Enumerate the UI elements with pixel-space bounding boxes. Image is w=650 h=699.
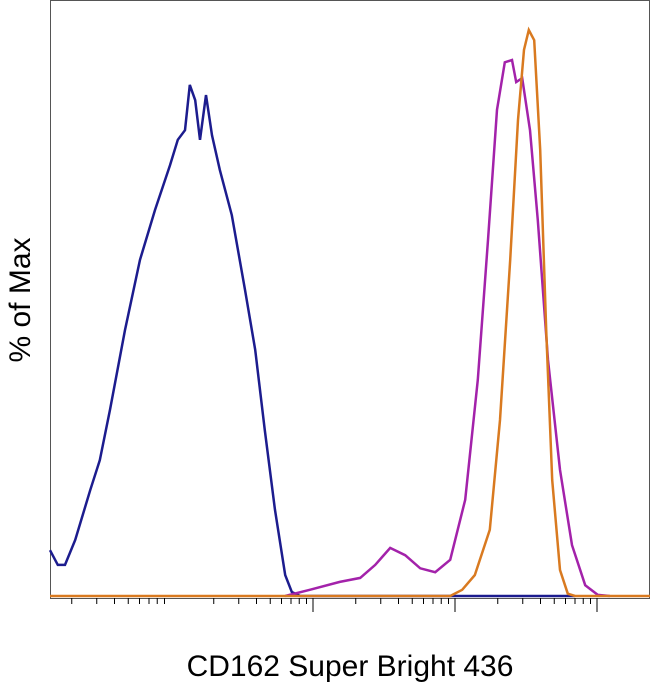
histogram-line — [48, 84, 575, 598]
histogram-line — [284, 58, 610, 598]
x-axis-ticks — [71, 598, 598, 612]
x-axis-label: CD162 Super Bright 436 — [187, 650, 514, 683]
histogram-line — [50, 26, 650, 598]
lines — [48, 26, 650, 598]
y-axis-label: % of Max — [4, 237, 37, 362]
plot-frame — [50, 0, 650, 599]
